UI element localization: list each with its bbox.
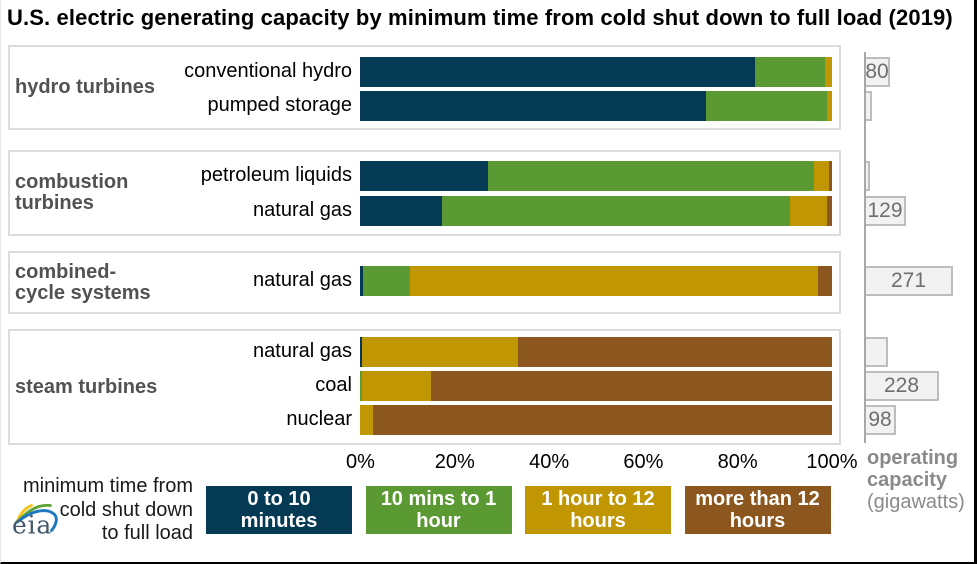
row-label: natural gas <box>253 340 352 362</box>
bar-segment-brown <box>373 405 832 435</box>
group-label: combustion turbines <box>15 171 129 214</box>
bar-coal <box>360 371 832 401</box>
row-label: petroleum liquids <box>200 164 352 186</box>
chart-title: U.S. electric generating capacity by min… <box>7 5 953 30</box>
row-label: natural gas <box>253 199 352 221</box>
legend-swatch-brown: more than 12 hours <box>684 486 831 534</box>
bar-segment-gold <box>824 57 832 87</box>
bar-segment-gold <box>360 405 374 435</box>
bar-segment-gold <box>813 161 829 191</box>
bar-segment-green <box>705 91 827 121</box>
group-label: hydro turbines <box>15 76 156 98</box>
bar-segment-gold <box>410 266 818 296</box>
legend-swatch-navy: 0 to 10 minutes <box>206 486 352 534</box>
bar-segment-navy <box>360 57 755 87</box>
legend-caption: minimum time from cold shut down to full l… <box>22 475 193 544</box>
row-label: coal <box>315 374 352 396</box>
capacity-box: 80 <box>864 57 890 87</box>
logo-text: eia <box>12 511 52 540</box>
capacity-box <box>864 337 888 367</box>
bar-segment-navy <box>360 266 363 296</box>
bar-segment-navy <box>360 91 706 121</box>
bar-segment-gold <box>789 196 827 226</box>
capacity-box: 98 <box>864 405 896 435</box>
capacity-axis-line <box>864 52 866 443</box>
bar-segment-gold <box>362 337 519 367</box>
bar-segment-brown <box>826 196 832 226</box>
row-label: natural gas <box>253 269 352 291</box>
legend-swatch-gold: 1 hour to 12 hours <box>525 486 671 534</box>
x-axis-tick-label: 60% <box>623 451 664 473</box>
bar-natural-gas <box>360 196 832 226</box>
bar-petroleum-liquids <box>360 161 832 191</box>
bar-segment-brown <box>817 266 832 296</box>
x-axis-tick-label: 80% <box>717 451 758 473</box>
bar-segment-navy <box>360 161 489 191</box>
x-axis-tick-label: 0% <box>346 451 375 473</box>
group-label: steam turbines <box>15 376 158 398</box>
bar-segment-gold <box>362 371 431 401</box>
logo-arc-blue <box>15 509 58 532</box>
row-label: conventional hydro <box>184 60 352 82</box>
bar-pumped-storage <box>360 91 832 121</box>
bar-natural-gas <box>360 337 832 367</box>
bar-segment-green <box>360 371 363 401</box>
bar-segment-brown <box>828 161 832 191</box>
logo-arc-yellow <box>16 504 33 522</box>
capacity-box: 271 <box>864 266 953 296</box>
x-axis-tick-label: 40% <box>529 451 570 473</box>
legend-swatch-green: 10 mins to 1 hour <box>365 486 512 534</box>
bar-segment-navy <box>360 337 363 367</box>
capacity-box: 129 <box>864 196 906 226</box>
row-label: pumped storage <box>207 94 352 116</box>
bar-nuclear <box>360 405 832 435</box>
capacity-box: 228 <box>864 371 939 401</box>
group-label: combined-cycle systems <box>15 261 151 304</box>
bar-segment-brown <box>430 371 832 401</box>
bar-segment-navy <box>360 196 442 226</box>
bar-segment-gold <box>826 91 832 121</box>
x-axis-tick-label: 20% <box>434 451 475 473</box>
x-axis-tick-label: 100% <box>806 451 858 473</box>
row-label: nuclear <box>286 408 352 430</box>
right-axis-label: operating capacity (gigawatts) <box>867 447 965 513</box>
bar-segment-green <box>754 57 825 87</box>
eia-logo: eia <box>12 503 58 540</box>
bar-segment-green <box>488 161 814 191</box>
bar-segment-brown <box>518 337 832 367</box>
bar-segment-green <box>362 266 411 296</box>
bar-segment-green <box>441 196 790 226</box>
bar-natural-gas <box>360 266 832 296</box>
bar-conventional-hydro <box>360 57 832 87</box>
